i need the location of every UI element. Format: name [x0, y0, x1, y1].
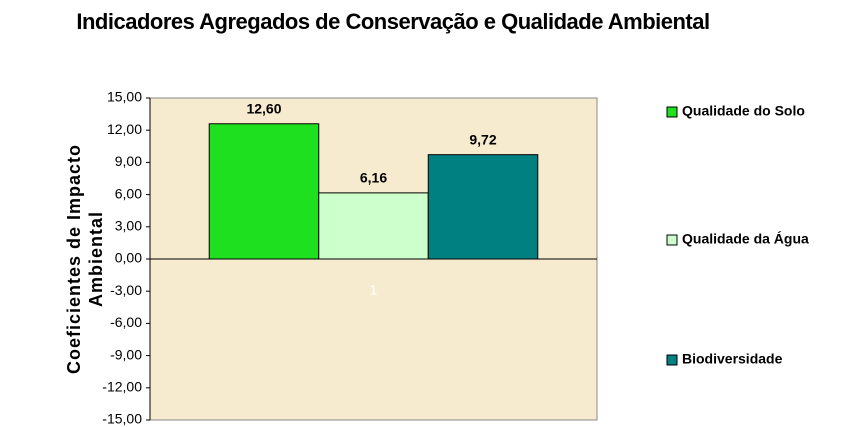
- legend-swatch: [666, 234, 678, 246]
- legend-label: Qualidade do Solo: [682, 103, 805, 119]
- data-label: 12,60: [246, 100, 281, 116]
- legend-label: Biodiversidade: [682, 351, 783, 367]
- y-tick-label: 15,00: [107, 89, 142, 105]
- y-tick-label: 12,00: [107, 121, 142, 137]
- bar: [427, 154, 539, 260]
- y-tick-label: -15,00: [102, 411, 142, 427]
- x-tick-label: 1: [370, 282, 378, 298]
- legend-swatch: [666, 106, 678, 118]
- bar: [318, 192, 429, 260]
- y-tick-label: 6,00: [115, 185, 142, 201]
- y-tick-label: -6,00: [110, 314, 142, 330]
- y-tick-label: 9,00: [115, 153, 142, 169]
- data-label: 6,16: [360, 170, 387, 186]
- y-tick-label: -9,00: [110, 346, 142, 362]
- legend-swatch: [666, 354, 678, 366]
- data-label: 9,72: [469, 131, 496, 147]
- bar: [208, 123, 320, 260]
- y-tick-label: 0,00: [115, 250, 142, 266]
- y-tick-label: -12,00: [102, 379, 142, 395]
- legend-label: Qualidade da Água: [682, 231, 809, 247]
- y-tick-label: 3,00: [115, 218, 142, 234]
- y-tick-label: -3,00: [110, 282, 142, 298]
- y-axis-label: Coeficientes de Impacto Ambiental: [64, 143, 106, 375]
- chart-title: Indicadores Agregados de Conservação e Q…: [76, 9, 710, 34]
